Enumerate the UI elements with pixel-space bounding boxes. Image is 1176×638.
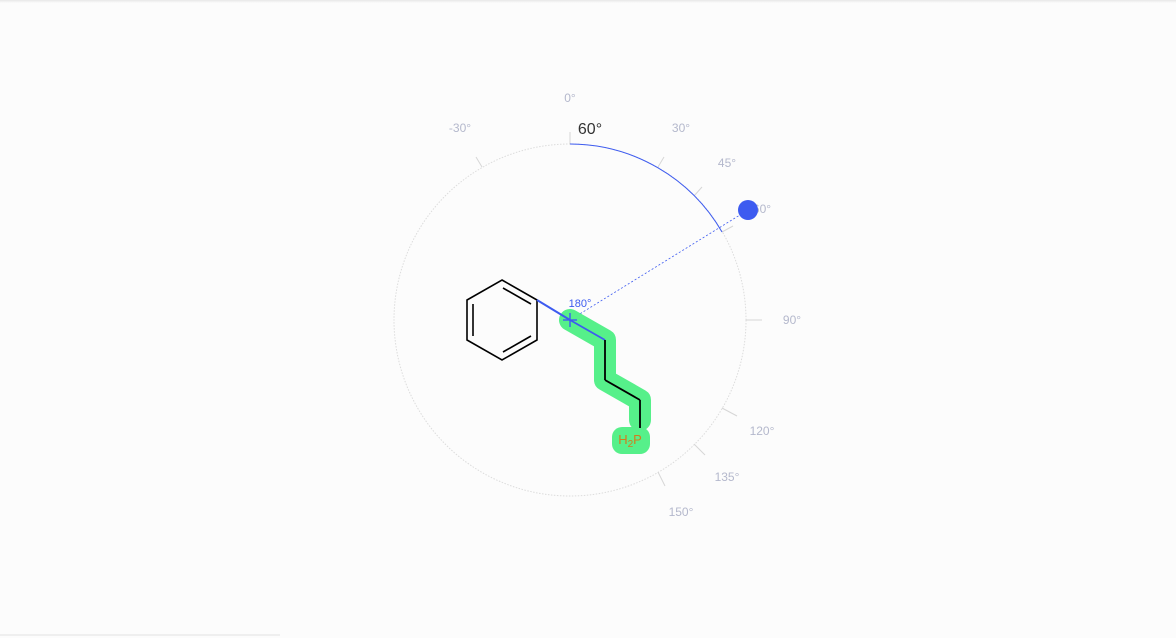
- tick-label-120: 120°: [750, 424, 775, 438]
- rotation-arc: [569, 143, 723, 233]
- tick-120: [721, 407, 738, 417]
- tick-label-135: 135°: [715, 470, 740, 484]
- tick-150: [657, 471, 666, 487]
- current-angle-label: 60°: [578, 121, 602, 138]
- tick-label-150: 150°: [669, 505, 694, 519]
- atom-label-h2p[interactable]: H2P: [618, 432, 642, 450]
- dial-ticks: [475, 132, 762, 487]
- rotation-guide-line: [569, 209, 749, 321]
- tick-label-90: 90°: [783, 313, 801, 327]
- rotate-handle-icon[interactable]: [738, 200, 758, 220]
- tick-label-0: 0°: [564, 91, 576, 105]
- tick-135: [693, 443, 706, 456]
- tick-45: [693, 186, 703, 197]
- tick-label-neg30: -30°: [449, 121, 471, 135]
- tick-label-45: 45°: [718, 156, 736, 170]
- tick-label-30: 30°: [672, 121, 690, 135]
- chain-bonds[interactable]: [569, 319, 641, 428]
- crosshair-icon[interactable]: [563, 313, 577, 327]
- selection-highlight-atom: [612, 427, 650, 454]
- tick-neg30: [475, 156, 483, 168]
- atom-label-h: H: [618, 432, 627, 447]
- status-divider: [0, 634, 280, 636]
- rotating-bond[interactable]: [536, 299, 571, 321]
- benzene-ring[interactable]: [466, 279, 538, 361]
- atom-label-subscript: 2: [628, 439, 634, 450]
- tick-30: [657, 156, 665, 168]
- bond-angle-label: 180°: [569, 298, 592, 310]
- atom-label-p: P: [633, 432, 642, 447]
- toolbar-shadow: [0, 0, 1176, 3]
- tick-60: [721, 225, 734, 233]
